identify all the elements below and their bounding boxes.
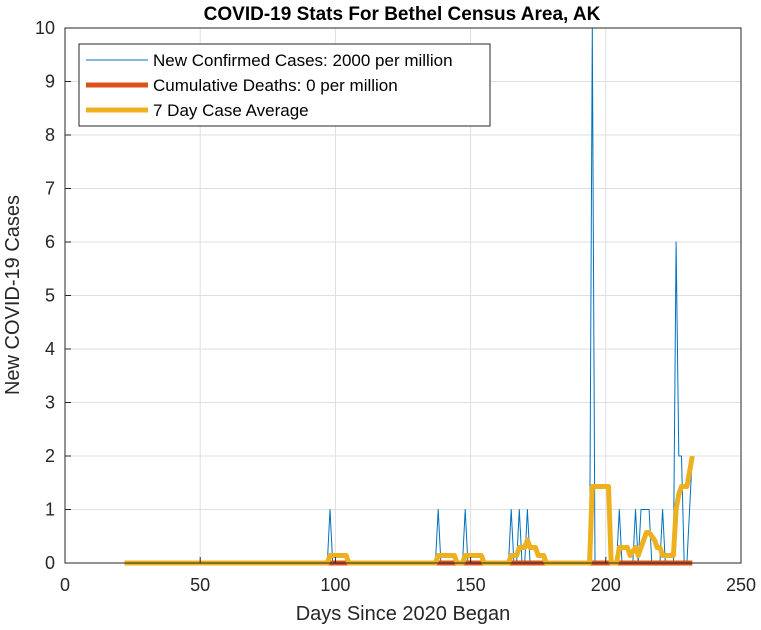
x-tick-label: 100: [320, 575, 350, 595]
y-tick-label: 4: [45, 339, 55, 359]
y-tick-label: 1: [45, 500, 55, 520]
x-tick-label: 200: [591, 575, 621, 595]
x-tick-label: 250: [726, 575, 756, 595]
legend-label-new-cases: New Confirmed Cases: 2000 per million: [153, 51, 453, 70]
y-tick-label: 6: [45, 232, 55, 252]
y-tick-label: 7: [45, 179, 55, 199]
x-axis-label: Days Since 2020 Began: [296, 603, 511, 625]
y-tick-label: 0: [45, 553, 55, 573]
axes: 0 50 100 150 200 250 0 1 2 3 4 5 6 7 8 9 10: [35, 18, 756, 595]
legend: New Confirmed Cases: 2000 per million Cu…: [78, 43, 491, 127]
y-tick-label: 3: [45, 393, 55, 413]
legend-label-average: 7 Day Case Average: [153, 101, 309, 120]
x-tick-label: 50: [190, 575, 210, 595]
legend-label-deaths: Cumulative Deaths: 0 per million: [153, 76, 398, 95]
y-tick-label: 10: [35, 18, 55, 38]
x-tick-label: 0: [60, 575, 70, 595]
y-axis-label: New COVID-19 Cases: [2, 195, 24, 395]
y-tick-label: 9: [45, 72, 55, 92]
chart-title: COVID-19 Stats For Bethel Census Area, A…: [204, 4, 601, 25]
y-tick-label: 8: [45, 125, 55, 145]
y-tick-label: 2: [45, 446, 55, 466]
y-tick-label: 5: [45, 286, 55, 306]
x-tick-label: 150: [456, 575, 486, 595]
